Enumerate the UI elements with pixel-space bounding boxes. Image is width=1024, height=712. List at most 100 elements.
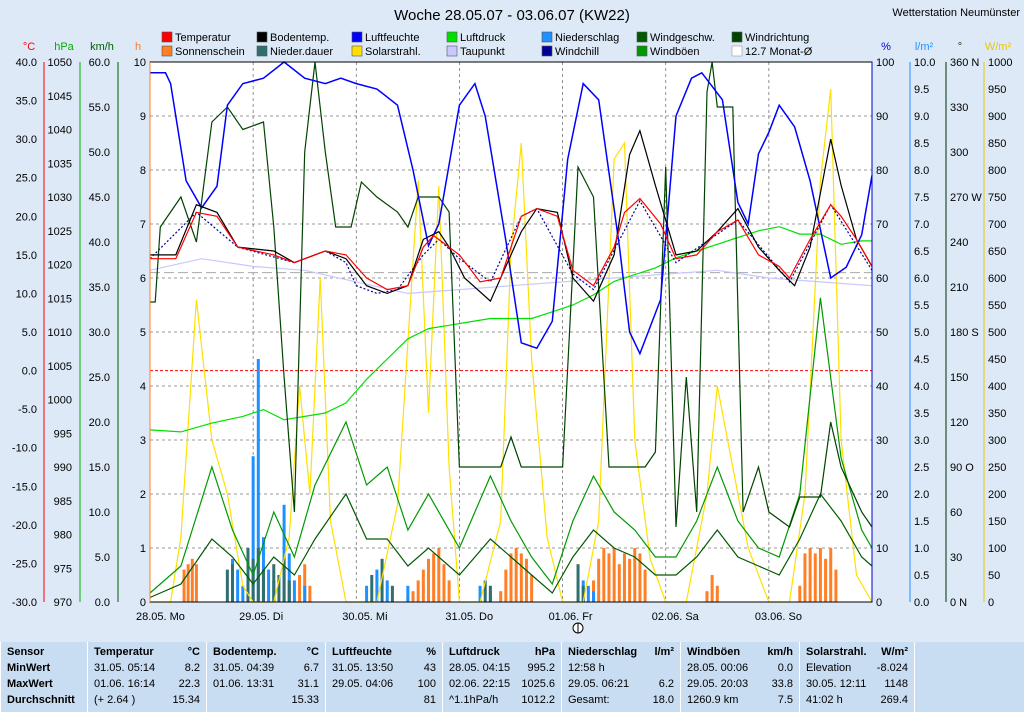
cursor-icon[interactable]	[572, 622, 584, 634]
stats-value: 31.1	[297, 678, 319, 690]
wind-tick-label: 50.0	[89, 147, 110, 159]
dir-tick-label: 120	[950, 417, 968, 429]
x-tick-label: 01.06. Fr	[549, 611, 593, 623]
bar-sonnenschein	[186, 564, 190, 602]
press-tick-label: 990	[54, 462, 72, 474]
stats-header-row: Solarstrahl. W/m²	[800, 646, 914, 662]
bar-niederdauer	[272, 564, 276, 602]
dir-tick-label: 210	[950, 282, 968, 294]
bar-niederschlag	[385, 580, 389, 602]
wind-tick-label: 5.0	[95, 552, 110, 564]
temp-tick-label: 0.0	[22, 366, 37, 378]
stats-label-column: Sensor MinWert MaxWert Durchschnitt	[0, 642, 87, 712]
bar-niederdauer	[287, 580, 291, 602]
stats-row: 29.05. 06:21 6.2	[562, 678, 680, 694]
stats-date: 01.06. 16:14	[94, 678, 156, 690]
press-tick-label: 1000	[48, 395, 72, 407]
stats-row: 29.05. 04:06 100	[326, 678, 442, 694]
chart-title: Woche 28.05.07 - 03.06.07 (KW22)	[394, 7, 630, 24]
bar-niederdauer	[581, 585, 585, 602]
stats-unit: l/m²	[654, 646, 674, 658]
bar-niederschlag	[478, 585, 482, 602]
stats-block: Solarstrahl. W/m² Elevation -8.024 30.05. 12…	[799, 642, 914, 712]
bar-sonnenschein	[524, 558, 528, 602]
stats-header-row: Niederschlag l/m²	[562, 646, 680, 662]
sun-tick-label: 3	[140, 435, 146, 447]
wind-tick-label: 60.0	[89, 57, 110, 69]
rain-tick-label: 8.5	[914, 138, 929, 150]
solar-unit-label: W/m²	[985, 41, 1012, 53]
press-unit-label: hPa	[54, 41, 74, 53]
stats-row: 12:58 h	[562, 662, 680, 678]
series-line-luftfeuchte	[150, 61, 873, 356]
bar-sonnenschein	[416, 580, 420, 602]
wind-tick-label: 15.0	[89, 462, 110, 474]
press-tick-label: 1015	[48, 293, 72, 305]
series-line-temperatur	[150, 197, 873, 291]
rain-tick-label: 3.0	[914, 435, 929, 447]
rain-tick-label: 9.5	[914, 84, 929, 96]
stats-value: 6.7	[303, 662, 319, 674]
sun-tick-label: 5	[140, 327, 146, 339]
stats-date: 28.05. 04:15	[449, 662, 511, 674]
stats-row-label: MinWert	[1, 662, 87, 678]
sun-tick-label: 0	[140, 597, 146, 609]
bar-niederschlag	[592, 591, 596, 602]
legend-label: Niederschlag	[555, 32, 619, 44]
stats-row: 01.06. 16:14 22.3	[88, 678, 206, 694]
bar-sonnenschein	[426, 558, 430, 602]
stats-block: Luftdruck hPa 28.05. 04:15 995.2 02.06. 22:1…	[442, 642, 561, 712]
solar-tick-label: 950	[988, 84, 1006, 96]
stats-date: 12:58 h	[568, 662, 605, 674]
bar-sonnenschein	[715, 585, 719, 602]
bar-sonnenschein	[818, 548, 822, 602]
legend-label: Windböen	[650, 46, 700, 58]
legend-label: Windgeschw.	[650, 32, 715, 44]
legend-swatch	[446, 31, 458, 43]
stats-header-row: Luftfeuchte%	[326, 646, 442, 662]
wind-tick-label: 30.0	[89, 327, 110, 339]
rain-tick-label: 6.0	[914, 273, 929, 285]
bar-sonnenschein	[432, 553, 436, 602]
temp-tick-label: 35.0	[16, 96, 37, 108]
stats-sensor-name: Solarstrahl.	[806, 646, 867, 658]
dir-tick-label: 180 S	[950, 327, 979, 339]
dir-tick-label: 300	[950, 147, 968, 159]
legend-swatch	[161, 45, 173, 57]
bar-niederschlag	[292, 580, 296, 602]
stats-label: MinWert	[7, 662, 51, 674]
stats-row-label: MaxWert	[1, 678, 87, 694]
legend-swatch	[161, 31, 173, 43]
bar-niederschlag	[236, 569, 240, 602]
bar-niederdauer	[390, 585, 394, 602]
hum-tick-label: 20	[876, 489, 888, 501]
legend-label: Nieder.dauer	[270, 46, 333, 58]
sun-tick-label: 2	[140, 489, 146, 501]
stats-value: 22.3	[178, 678, 200, 690]
stats-sensor-name: Niederschlag	[568, 646, 638, 658]
bar-sonnenschein	[628, 558, 632, 602]
stats-value: 33.8	[771, 678, 793, 690]
dir-tick-label: 270 W	[950, 192, 982, 204]
stats-sensor-name: Temperatur	[94, 646, 154, 658]
stats-row: 15.33	[207, 694, 325, 710]
stats-block: Windböen km/h 28.05. 00:06 0.0 29.05. 20:03 3…	[680, 642, 799, 712]
stats-value: 15.33	[291, 694, 319, 706]
dir-unit-label: °	[958, 41, 962, 53]
bar-sonnenschein	[705, 591, 709, 602]
bar-sonnenschein	[824, 558, 828, 602]
solar-tick-label: 150	[988, 516, 1006, 528]
press-tick-label: 1005	[48, 361, 72, 373]
bar-sonnenschein	[643, 569, 647, 602]
bar-niederschlag	[267, 569, 271, 602]
rain-tick-label: 3.5	[914, 408, 929, 420]
press-tick-label: 995	[54, 428, 72, 440]
legend-swatch	[351, 31, 363, 43]
wind-tick-label: 25.0	[89, 372, 110, 384]
hum-tick-label: 70	[876, 219, 888, 231]
bar-sonnenschein	[638, 553, 642, 602]
bar-sonnenschein	[808, 548, 812, 602]
press-tick-label: 1030	[48, 192, 72, 204]
bar-niederdauer	[282, 558, 286, 602]
rain-tick-label: 6.5	[914, 246, 929, 258]
